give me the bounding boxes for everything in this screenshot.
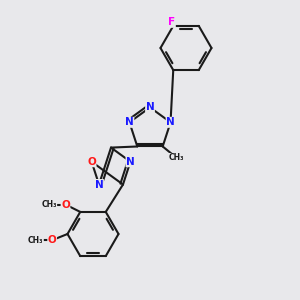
Text: N: N xyxy=(126,157,135,167)
Text: O: O xyxy=(61,200,70,209)
Text: CH₃: CH₃ xyxy=(28,236,44,244)
Text: O: O xyxy=(87,157,96,167)
Text: N: N xyxy=(166,117,175,127)
Text: N: N xyxy=(94,179,103,190)
Text: N: N xyxy=(146,102,154,112)
Text: CH₃: CH₃ xyxy=(169,153,184,162)
Text: N: N xyxy=(125,117,134,127)
Text: O: O xyxy=(48,235,57,245)
Text: CH₃: CH₃ xyxy=(41,200,57,209)
Text: F: F xyxy=(168,17,175,27)
